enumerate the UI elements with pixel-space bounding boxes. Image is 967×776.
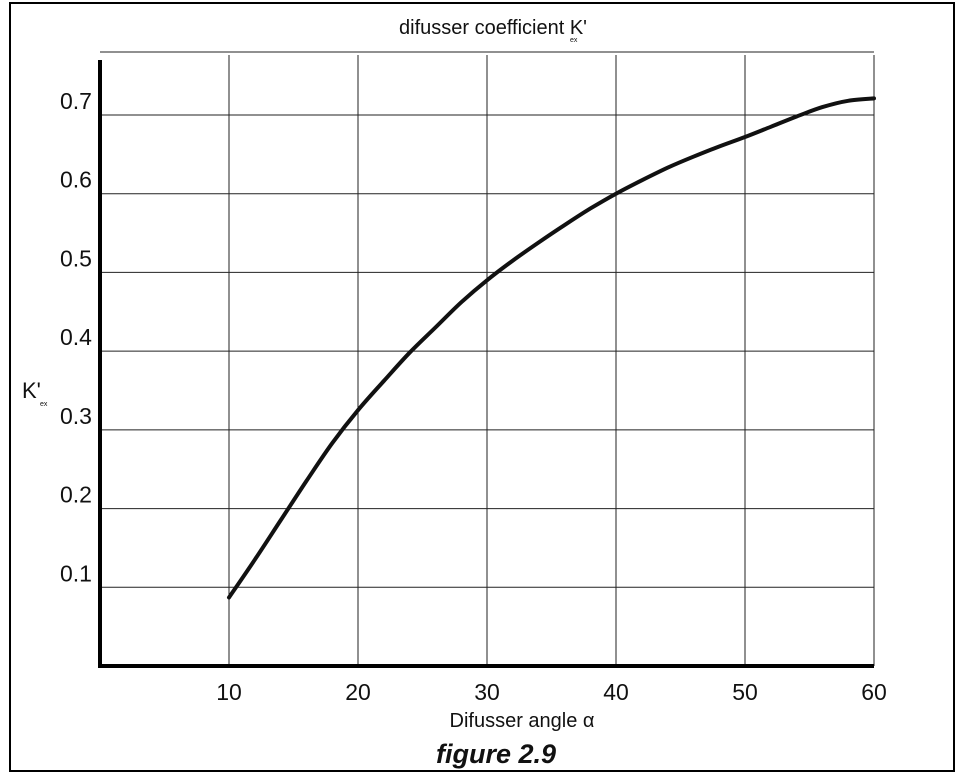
figure-frame [9,2,955,772]
chart-title: difusser coefficient K' [399,17,587,39]
chart-title-group: difusser coefficient K' ex [399,17,587,44]
y-tick-label: 0.1 [60,560,92,586]
tick-labels: 10 20 30 40 50 60 0.1 0.2 0.3 0.4 0.5 0.6 0.7 [60,88,887,705]
y-axis-label: K' [22,378,41,403]
y-tick-label: 0.5 [60,245,92,271]
grid [100,51,875,666]
y-axis-label-subscript: ex [40,401,48,408]
x-tick-label: 20 [345,679,371,705]
x-tick-label: 50 [732,679,758,705]
x-tick-label: 60 [861,679,887,705]
y-axis-label-group: K' ex [22,378,48,408]
y-tick-label: 0.3 [60,403,92,429]
y-tick-label: 0.2 [60,482,92,508]
y-tick-label: 0.7 [60,88,92,114]
y-tick-label: 0.4 [60,324,92,350]
x-tick-label: 10 [216,679,242,705]
figure-caption: figure 2.9 [436,739,556,769]
chart-title-subscript: ex [570,37,578,44]
x-axis-label: Difusser angle α [450,710,595,732]
series-line-0 [227,96,876,600]
series [227,96,876,600]
axes [98,60,874,668]
y-tick-label: 0.6 [60,167,92,193]
x-tick-label: 40 [603,679,629,705]
x-tick-label: 30 [474,679,500,705]
